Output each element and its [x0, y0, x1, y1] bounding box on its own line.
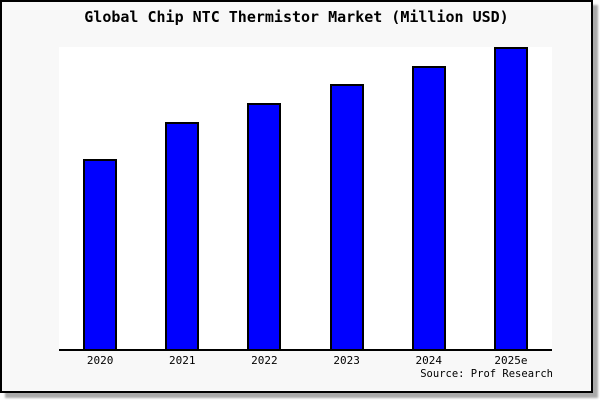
x-tick-label-2025e: 2025e: [494, 354, 528, 367]
source-note: Source: Prof Research: [420, 368, 553, 380]
plot-area: [59, 47, 552, 351]
bar-2025e: [493, 47, 528, 349]
bar-slot: [223, 47, 305, 349]
bar-2020: [83, 159, 118, 349]
x-tick-label-2020: 2020: [86, 354, 114, 367]
x-tick-label-2023: 2023: [333, 354, 360, 367]
x-tick-label-2021: 2021: [169, 354, 196, 367]
bar-2021: [165, 122, 200, 349]
bar-slot: [388, 47, 470, 349]
bar-slot: [470, 47, 552, 349]
bar-slot: [306, 47, 388, 349]
chart-title: Global Chip NTC Thermistor Market (Milli…: [84, 8, 509, 26]
bars-container: [59, 47, 552, 349]
x-tick-label-2022: 2022: [251, 354, 278, 367]
bar-slot: [141, 47, 223, 349]
x-tick-label-2024: 2024: [415, 354, 443, 367]
x-axis-labels: 2020 2021 2022 2023 2024 2025e: [59, 354, 552, 367]
bar-slot: [59, 47, 141, 349]
bar-2022: [247, 103, 282, 349]
chart-frame: Global Chip NTC Thermistor Market (Milli…: [0, 0, 593, 393]
bar-2024: [411, 66, 446, 349]
bar-2023: [329, 84, 364, 349]
